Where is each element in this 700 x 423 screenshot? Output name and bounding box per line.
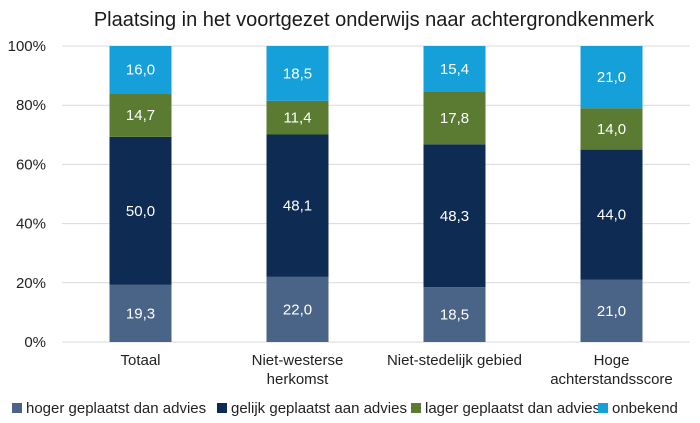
data-label: 44,0 [597, 207, 626, 224]
chart-title: Plaatsing in het voortgezet onderwijs na… [94, 9, 655, 31]
data-label: 22,0 [283, 301, 312, 318]
y-tick-label: 40% [16, 216, 46, 233]
y-tick-label: 20% [16, 275, 46, 292]
bar-segment [580, 279, 643, 342]
bar-segment [266, 100, 329, 135]
category-label: herkomst [267, 371, 330, 388]
bars: 19,3 50,0 14,7 16,0 22,0 48,1 11,4 18,5 18,5 48,3… [109, 46, 643, 342]
data-label: 48,3 [440, 208, 469, 225]
y-tick-label: 100% [8, 38, 46, 55]
data-label: 15,4 [440, 61, 469, 78]
bar-segment [423, 46, 486, 92]
legend-label: onbekend [612, 400, 678, 417]
legend-label: lager geplaatst dan advies [425, 400, 600, 417]
bar-segment [109, 46, 172, 94]
legend: hoger geplaatst dan advies gelijk geplaat… [12, 400, 678, 417]
bar-segment [266, 134, 329, 277]
bar-segment [580, 108, 643, 150]
y-tick-label: 60% [16, 156, 46, 173]
bar-segment [109, 93, 172, 137]
legend-swatch [598, 403, 608, 413]
bar-segment [580, 149, 643, 280]
data-label: 18,5 [440, 307, 469, 324]
bar-segment [423, 287, 486, 342]
data-label: 14,0 [597, 121, 626, 138]
legend-label: hoger geplaatst dan advies [26, 400, 206, 417]
data-label: 19,3 [126, 305, 155, 322]
data-label: 50,0 [126, 203, 155, 220]
data-label: 21,0 [597, 303, 626, 320]
category-label: Totaal [120, 352, 160, 369]
y-axis: 0% 20% 40% 60% 80% 100% [8, 38, 46, 351]
data-label: 48,1 [283, 198, 312, 215]
bar-segment [423, 144, 486, 288]
legend-label: gelijk geplaatst aan advies [231, 400, 407, 417]
data-label: 21,0 [597, 69, 626, 86]
data-label: 11,4 [283, 110, 311, 127]
category-label: Hoge [594, 352, 630, 369]
data-label: 16,0 [126, 62, 155, 79]
legend-swatch [12, 403, 22, 413]
bar-segment [266, 276, 329, 342]
data-label: 17,8 [440, 110, 469, 127]
bar-segment [109, 136, 172, 285]
bar-segment [580, 46, 643, 109]
category-label: Niet-westerse [252, 352, 344, 369]
x-axis: Totaal Niet-westerse herkomst Niet-stedelij… [120, 352, 672, 388]
legend-swatch [411, 403, 421, 413]
legend-swatch [217, 403, 227, 413]
y-tick-label: 0% [24, 334, 46, 351]
bar-segment [109, 284, 172, 342]
bar-segment [423, 91, 486, 145]
category-label: achterstandsscore [550, 371, 673, 388]
y-tick-label: 80% [16, 97, 46, 114]
data-label: 18,5 [283, 65, 312, 82]
bar-segment [266, 46, 329, 101]
data-label: 14,7 [126, 107, 155, 124]
category-label: Niet-stedelijk gebied [387, 352, 522, 369]
